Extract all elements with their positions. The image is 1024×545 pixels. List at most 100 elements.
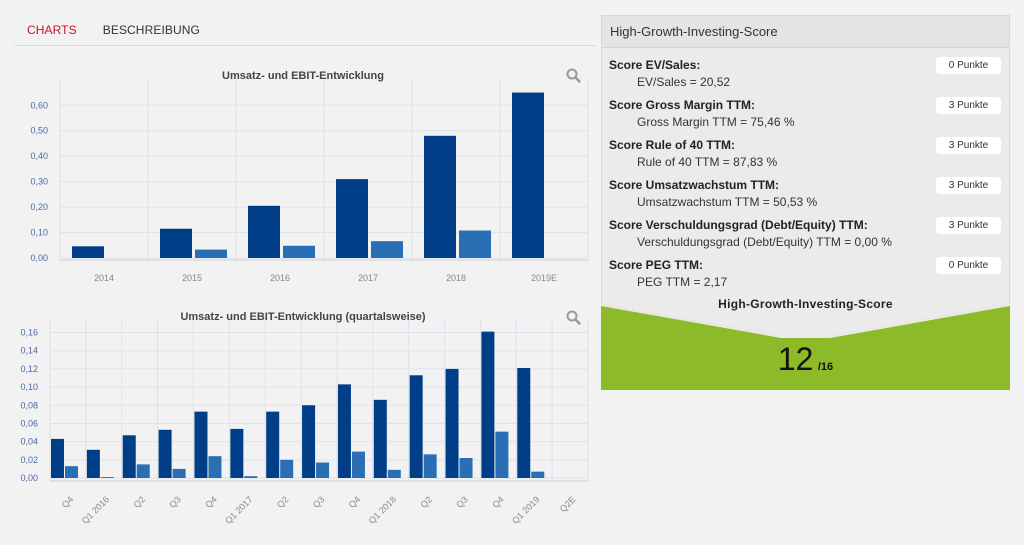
score-panel-title: High-Growth-Investing-Score [602, 16, 1009, 48]
chart-title: Umsatz- und EBIT-Entwicklung (quartalswe… [180, 311, 425, 323]
score-item-points: 0 Punkte [936, 257, 1001, 274]
tab-beschreibung[interactable]: BESCHREIBUNG [102, 23, 200, 37]
y-tick-label: 0,02 [20, 455, 38, 465]
bar-series-1[interactable] [122, 435, 136, 478]
magnifier-icon[interactable] [566, 68, 581, 83]
score-item-detail: Rule of 40 TTM = 87,83 % [637, 155, 778, 169]
bar-series-2[interactable] [65, 466, 78, 478]
bar-series-1[interactable] [160, 228, 192, 258]
score-item-name: Score Gross Margin TTM: [609, 98, 756, 112]
score-item-detail: PEG TTM = 2,17 [637, 275, 728, 289]
y-tick-label: 0,60 [30, 100, 48, 110]
bar-series-1[interactable] [194, 411, 208, 478]
quarterly-chart-svg: Umsatz- und EBIT-Entwicklung (quartalswe… [20, 310, 589, 525]
x-category-label: 2018 [446, 273, 466, 283]
score-item-name: Score Umsatzwachstum TTM: [609, 178, 780, 192]
bar-series-1[interactable] [72, 246, 104, 258]
score-total-max: /16 [817, 361, 834, 373]
score-item-detail: Gross Margin TTM = 75,46 % [637, 115, 795, 129]
bar-series-1[interactable] [481, 331, 495, 478]
bar-series-1[interactable] [336, 179, 368, 258]
y-tick-label: 0,10 [20, 382, 38, 392]
bar-series-1[interactable] [302, 405, 316, 478]
bar-series-2[interactable] [531, 471, 545, 478]
score-item-points: 3 Punkte [936, 137, 1001, 154]
y-tick-label: 0,14 [20, 346, 38, 356]
score-item: Score EV/Sales: EV/Sales = 20,52 0 Punkte [609, 54, 1001, 94]
score-item: Score Umsatzwachstum TTM: Umsatzwachstum … [609, 174, 1001, 214]
x-category-label: Q4 [347, 494, 363, 510]
score-item-points: 3 Punkte [936, 217, 1001, 234]
bar-series-2[interactable] [387, 469, 401, 478]
bar-series-1[interactable] [337, 384, 351, 478]
score-total-label: High-Growth-Investing-Score [718, 297, 893, 311]
score-item: Score PEG TTM: PEG TTM = 2,17 0 Punkte [609, 254, 1001, 294]
bar-series-2[interactable] [459, 458, 473, 478]
bar-series-2[interactable] [351, 451, 365, 478]
y-tick-label: 0,00 [30, 253, 48, 263]
x-category-label: Q3 [454, 494, 470, 510]
x-category-label: Q2E [558, 494, 578, 514]
score-item-name: Score PEG TTM: [609, 258, 704, 272]
y-tick-label: 0,00 [20, 473, 38, 483]
bar-series-2[interactable] [195, 249, 227, 258]
y-tick-label: 0,16 [20, 328, 38, 338]
chart-title: Umsatz- und EBIT-Entwicklung [222, 70, 384, 82]
y-tick-label: 0,12 [20, 364, 38, 374]
charts-panel: CHARTS BESCHREIBUNG Umsatz- und EBIT-Ent… [14, 14, 596, 525]
x-category-label: Q4 [60, 494, 76, 510]
score-item-name: Score Rule of 40 TTM: [609, 138, 736, 152]
score-list: Score EV/Sales: EV/Sales = 20,52 0 Punkte S… [602, 48, 1009, 294]
x-category-label: Q1 2019 [510, 494, 541, 525]
bar-series-1[interactable] [248, 205, 280, 258]
x-category-label: Q4 [203, 494, 219, 510]
bar-series-2[interactable] [459, 230, 491, 258]
bar-series-2[interactable] [100, 477, 114, 478]
y-tick-label: 0,10 [30, 228, 48, 238]
score-total-shape [601, 304, 1010, 390]
y-tick-label: 0,04 [20, 437, 38, 447]
x-category-label: 2015 [182, 273, 202, 283]
score-item-detail: Verschuldungsgrad (Debt/Equity) TTM = 0,… [637, 235, 892, 249]
bar-series-2[interactable] [283, 245, 315, 258]
bar-series-1[interactable] [512, 92, 544, 258]
score-item-name: Score EV/Sales: [609, 58, 701, 72]
x-category-label: Q1 2016 [80, 494, 111, 525]
bar-series-1[interactable] [158, 429, 172, 478]
score-item: Score Verschuldungsgrad (Debt/Equity) TT… [609, 214, 1001, 254]
bar-series-1[interactable] [266, 411, 280, 478]
bar-series-1[interactable] [373, 399, 387, 478]
score-item-detail: Umsatzwachstum TTM = 50,53 % [637, 195, 818, 209]
score-item-name: Score Verschuldungsgrad (Debt/Equity) TT… [609, 218, 868, 232]
tab-charts[interactable]: CHARTS [27, 23, 77, 37]
annual-chart: Umsatz- und EBIT-Entwicklung 0,00 0,10 0,20… [14, 50, 596, 290]
x-category-label: Q2 [418, 494, 434, 510]
annual-chart-svg: Umsatz- und EBIT-Entwicklung 0,00 0,10 0,20… [30, 68, 589, 283]
bar-series-1[interactable] [409, 375, 423, 478]
score-item-detail: EV/Sales = 20,52 [637, 75, 731, 89]
score-item-points: 3 Punkte [936, 97, 1001, 114]
bar-series-2[interactable] [316, 462, 330, 478]
bar-series-2[interactable] [244, 476, 258, 478]
x-category-label: Q3 [311, 494, 327, 510]
x-category-label: Q2 [132, 494, 148, 510]
bar-series-2[interactable] [371, 241, 403, 258]
score-item: Score Gross Margin TTM: Gross Margin TTM … [609, 94, 1001, 134]
bar-series-1[interactable] [86, 449, 100, 478]
x-category-label: Q1 2017 [223, 494, 254, 525]
bar-series-1[interactable] [230, 428, 244, 478]
bar-series-1[interactable] [517, 368, 531, 478]
magnifier-icon[interactable] [566, 310, 581, 325]
bar-series-1[interactable] [51, 438, 64, 478]
bar-series-1[interactable] [445, 368, 459, 478]
bar-series-2[interactable] [172, 468, 186, 478]
x-category-label: Q1 2018 [367, 494, 398, 525]
bar-series-2[interactable] [280, 459, 294, 478]
tab-bar: CHARTS BESCHREIBUNG [14, 14, 596, 46]
bar-series-2[interactable] [136, 464, 150, 478]
bar-series-2[interactable] [423, 454, 437, 478]
bar-series-2[interactable] [495, 431, 509, 478]
bar-series-1[interactable] [424, 135, 456, 258]
score-total-value: 12 [777, 341, 814, 377]
bar-series-2[interactable] [208, 456, 222, 478]
